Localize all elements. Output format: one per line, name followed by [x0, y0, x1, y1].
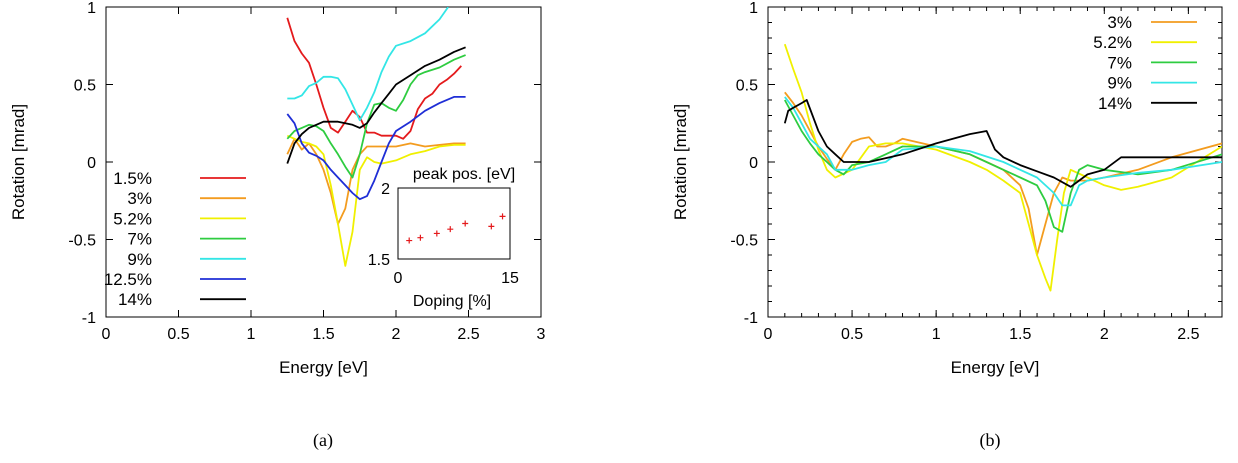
- panel-b-y-tick-label: 0.5: [736, 78, 758, 95]
- panel-a-series-line-9: [287, 7, 449, 122]
- panel-b-x-tick-label: 2: [1100, 326, 1109, 343]
- panel-b-legend-label: 3%: [1107, 13, 1132, 32]
- panel-b-series-line-14: [783, 99, 1222, 188]
- panel-a-y-tick-label: -0.5: [68, 233, 96, 250]
- panel-b-series-line-7: [784, 99, 1222, 233]
- panel-a-x-tick-label: 1: [247, 326, 256, 343]
- panel-b-x-tick-label: 1: [932, 326, 941, 343]
- panel-a-legend-label: 9%: [127, 250, 152, 269]
- panel-a-y-tick-label: 0.5: [74, 78, 96, 95]
- inset-x-tick-label: 15: [501, 270, 519, 287]
- panel-a-series-line-7: [286, 54, 466, 179]
- panel-b-y-axis-label: Rotation [mrad]: [671, 104, 690, 220]
- inset-frame: [397, 187, 511, 260]
- panel-b-x-tick-label: 2.5: [1177, 326, 1199, 343]
- inset-title: peak pos. [eV]: [413, 166, 515, 183]
- panel-b-legend-label: 5.2%: [1093, 33, 1132, 52]
- panel-b-series-line-9: [784, 96, 1222, 207]
- panel-a-y-tick-label: -1: [82, 310, 96, 327]
- panel-b-plot-frame: [767, 6, 1223, 318]
- panel-b-x-tick-label: 0.5: [841, 326, 863, 343]
- panel-a-series-line-52: [286, 134, 466, 267]
- panel-a-x-tick-label: 2.5: [457, 326, 479, 343]
- panel-a-x-tick-label: 1.5: [312, 326, 334, 343]
- panel-b-legend-label: 14%: [1098, 94, 1132, 113]
- panel-a-x-tick-label: 2: [392, 326, 401, 343]
- panel-b-legend-label: 9%: [1107, 74, 1132, 93]
- panel-b-x-tick-label: 0: [764, 326, 773, 343]
- inset-data-point: [447, 226, 454, 233]
- inset-y-tick-label: 1.5: [368, 252, 390, 269]
- inset-x-tick-label: 0: [394, 270, 403, 287]
- panel-a-series-line-125: [286, 96, 466, 201]
- panel-a-series-line-14: [286, 46, 466, 164]
- panel-a-x-tick-label: 0: [102, 326, 111, 343]
- inset-x-label: Doping [%]: [413, 293, 491, 310]
- inset-data-point: [433, 230, 440, 237]
- panel-a-y-axis-label: Rotation [mrad]: [9, 104, 28, 220]
- caption-a: (a): [313, 430, 333, 451]
- inset-data-point: [417, 234, 424, 241]
- panel-b-legend-label: 7%: [1107, 53, 1132, 72]
- inset-data-point: [406, 237, 413, 244]
- inset-data-point: [488, 223, 495, 230]
- panel-a-series-line-3: [286, 137, 466, 225]
- panel-b-y-tick-label: 0: [749, 155, 758, 172]
- panel-a-legend-label: 3%: [127, 189, 152, 208]
- panel-a-legend-label: 1.5%: [113, 169, 152, 188]
- panel-a-legend-label: 5.2%: [113, 209, 152, 228]
- panel-a-legend-label: 14%: [118, 290, 152, 309]
- panel-b-series-line-3: [784, 91, 1222, 256]
- panel-a-chart: 0 0.5 1 1.5 2 2.5 3 -1 -0.5 0 0.5 1 Energy [eV] Rotat…: [9, 0, 546, 377]
- panel-a-legend-label: 7%: [127, 230, 152, 249]
- inset-y-tick-label: 2: [381, 181, 390, 198]
- panel-b-x-axis-label: Energy [eV]: [951, 358, 1040, 377]
- panel-b-y-tick-label: 1: [749, 0, 758, 17]
- panel-a-legend-label: 12.5%: [104, 270, 152, 289]
- panel-a-x-axis-label: Energy [eV]: [279, 358, 368, 377]
- panel-a-x-tick-label: 3: [537, 326, 546, 343]
- panel-b-y-tick-label: -1: [744, 310, 758, 327]
- caption-b: (b): [980, 430, 1001, 451]
- panel-b-y-tick-label: -0.5: [730, 233, 758, 250]
- panel-a-plot-frame: [105, 6, 542, 318]
- inset-data-point: [499, 213, 506, 220]
- panel-a-series-line-15: [286, 17, 462, 140]
- panel-a-y-tick-label: 1: [87, 0, 96, 17]
- panel-b-x-tick-label: 1.5: [1009, 326, 1031, 343]
- panel-a-y-tick-label: 0: [87, 155, 96, 172]
- panel-a-x-tick-label: 0.5: [167, 326, 189, 343]
- panel-b-chart: 0 0.5 1 1.5 2 2.5 -1 -0.5 0 0.5 1 Energy [eV] Rotati…: [671, 0, 1223, 377]
- inset-data-point: [462, 220, 469, 227]
